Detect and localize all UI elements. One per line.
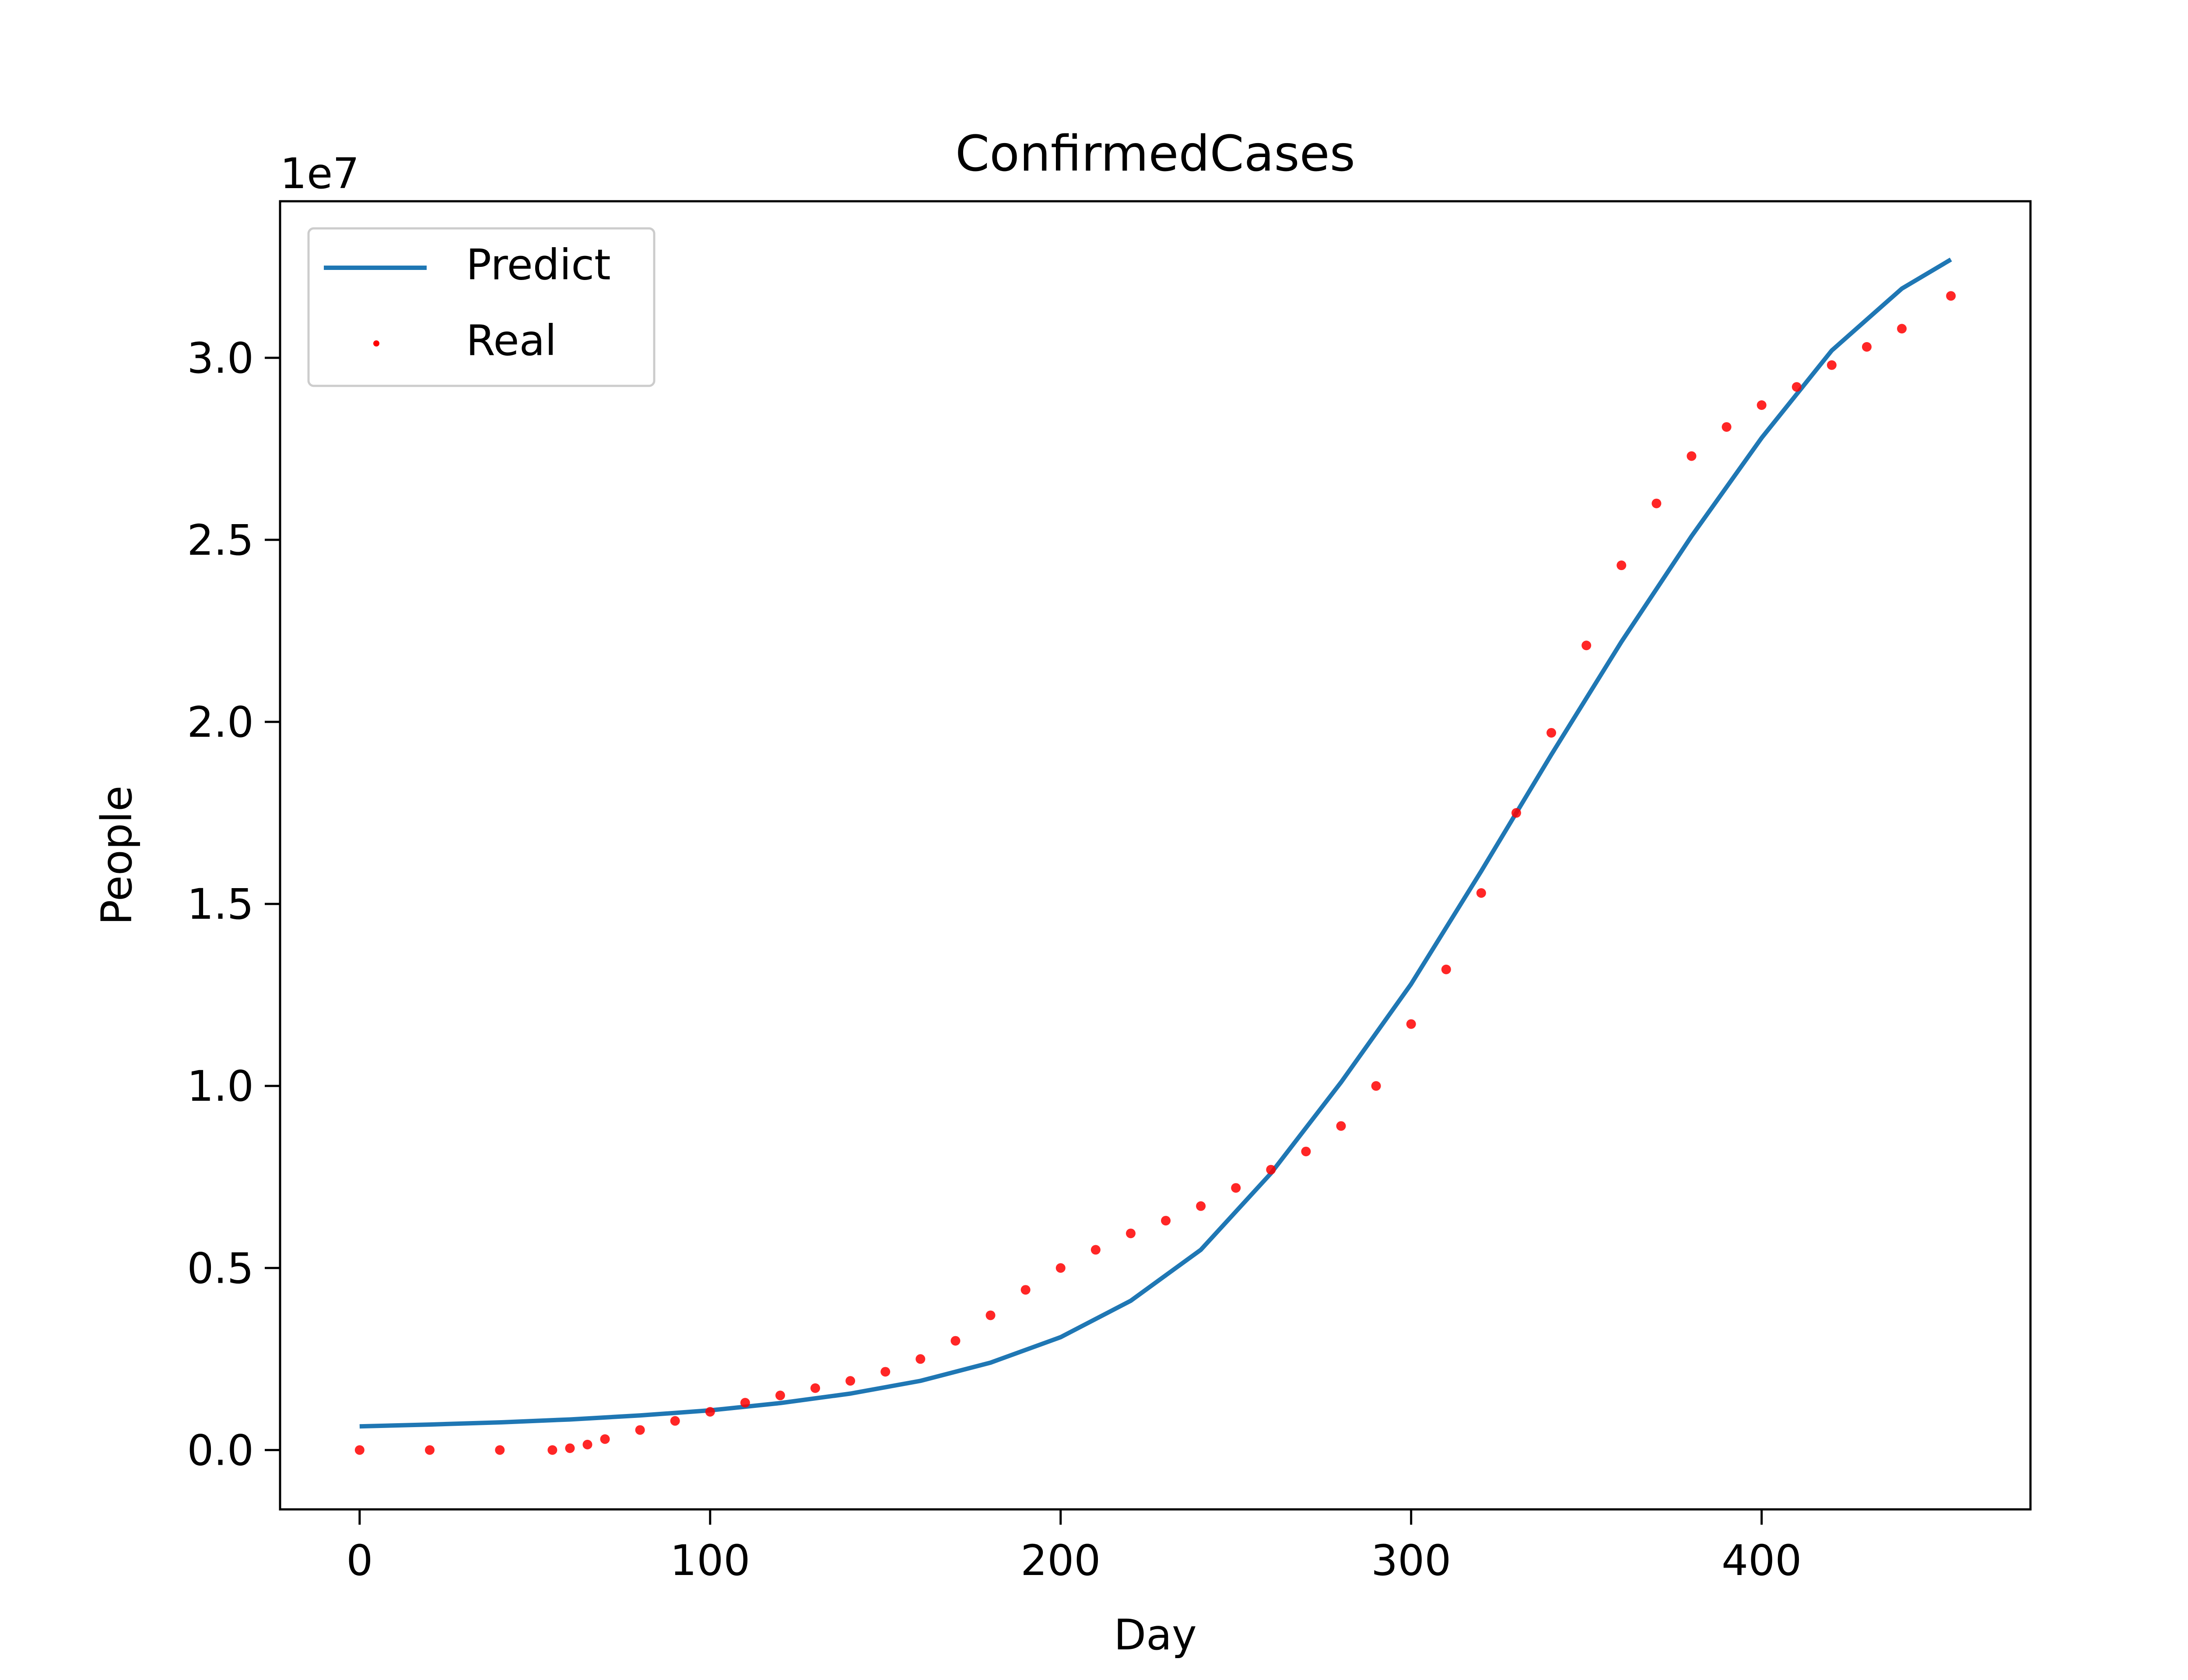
real-data-point	[1266, 1165, 1276, 1175]
real-data-point	[1301, 1146, 1311, 1156]
x-tick-label: 300	[1371, 1536, 1451, 1585]
real-data-point	[915, 1354, 926, 1364]
real-data-point	[1161, 1216, 1171, 1226]
real-data-point	[425, 1445, 435, 1455]
x-tick-label: 0	[346, 1536, 373, 1585]
y-tick-label: 2.0	[187, 698, 254, 747]
real-data-point	[1511, 808, 1521, 818]
real-data-point	[1757, 400, 1767, 410]
real-data-point	[1406, 1019, 1416, 1029]
real-data-point	[1020, 1285, 1031, 1295]
real-data-point	[1336, 1121, 1346, 1131]
y-axis: 0.0 0.5 1.0 1.5 2.0 2.5 3.0	[187, 334, 280, 1475]
real-data-point	[1722, 422, 1732, 432]
legend-predict-label: Predict	[466, 240, 611, 289]
plot-area	[354, 257, 1956, 1455]
real-data-point	[1827, 360, 1837, 370]
y-axis-offset-label: 1e7	[280, 149, 359, 198]
real-data-point	[547, 1445, 558, 1455]
axes-frame	[279, 200, 2032, 1511]
y-tick-label: 1.0	[187, 1062, 254, 1111]
x-axis-label: Day	[1114, 1610, 1197, 1659]
legend-real-swatch	[373, 340, 379, 346]
real-data-point	[880, 1367, 891, 1377]
x-axis: 0 100 200 300 400	[346, 1509, 1802, 1585]
real-data-point	[1231, 1183, 1241, 1193]
real-data-point	[705, 1407, 715, 1417]
real-data-point	[600, 1434, 610, 1444]
real-data-point	[670, 1416, 680, 1426]
x-tick-label: 400	[1722, 1536, 1802, 1585]
real-data-point	[354, 1445, 365, 1455]
y-tick-label: 3.0	[187, 334, 254, 383]
y-axis-label: People	[92, 786, 141, 925]
real-data-point	[1546, 728, 1557, 738]
y-tick-label: 2.5	[187, 516, 254, 565]
real-data-point	[1371, 1081, 1381, 1091]
chart-title: ConfirmedCases	[955, 126, 1355, 182]
real-data-point	[565, 1443, 575, 1453]
real-data-point	[495, 1445, 505, 1455]
x-tick-label: 100	[670, 1536, 750, 1585]
real-data-point	[740, 1398, 750, 1408]
real-data-point	[1126, 1228, 1136, 1239]
real-data-point	[1862, 342, 1872, 352]
real-data-point	[582, 1439, 593, 1449]
real-data-point	[810, 1383, 820, 1393]
real-data-point	[985, 1310, 996, 1320]
real-data-point	[1616, 560, 1627, 570]
real-data-point	[1441, 964, 1451, 974]
real-data-point	[1476, 888, 1486, 898]
y-tick-label: 1.5	[187, 880, 254, 929]
real-data-point	[1687, 451, 1697, 461]
real-data-point	[1792, 382, 1802, 392]
y-tick-label: 0.0	[187, 1426, 254, 1475]
real-data-point	[1196, 1201, 1206, 1211]
real-data-point	[635, 1425, 645, 1435]
real-data-point	[1652, 498, 1662, 508]
real-data-point	[950, 1336, 961, 1346]
real-data-point	[1581, 640, 1592, 651]
real-data-point	[1055, 1263, 1066, 1273]
real-data-point	[845, 1376, 856, 1386]
legend: Predict Real	[307, 227, 656, 387]
real-data-point	[775, 1390, 785, 1400]
legend-real-label: Real	[466, 316, 557, 365]
predict-series-line	[359, 257, 1952, 1429]
real-data-point	[1897, 324, 1907, 334]
real-data-point	[1090, 1245, 1101, 1255]
y-tick-label: 0.5	[187, 1244, 254, 1293]
x-tick-label: 200	[1020, 1536, 1101, 1585]
real-data-point	[1946, 291, 1956, 301]
